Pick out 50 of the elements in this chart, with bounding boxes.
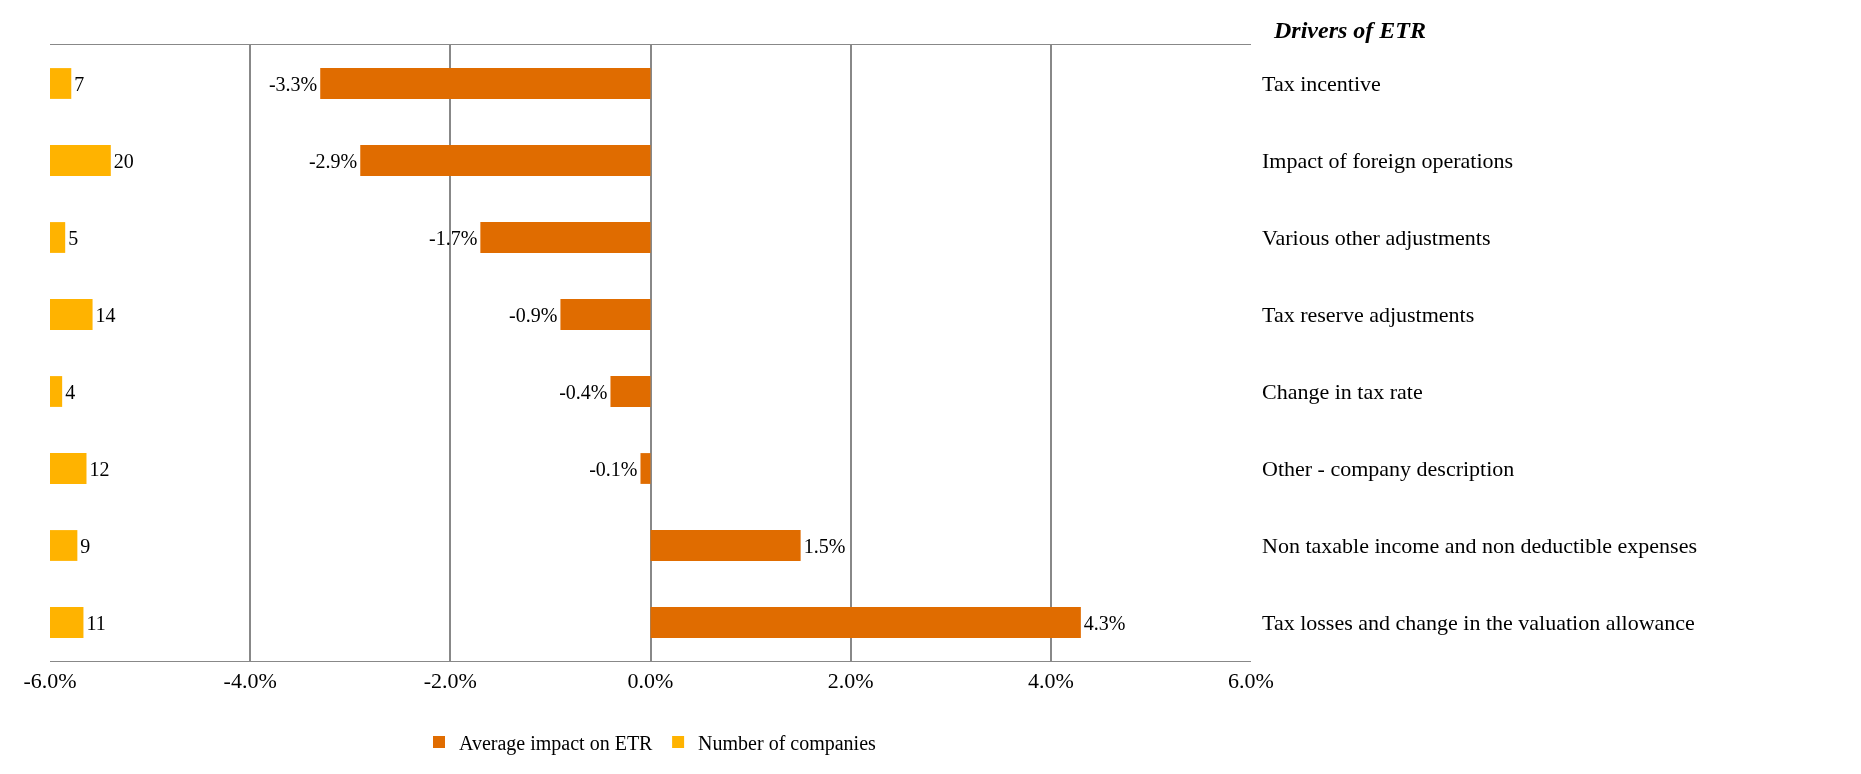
bar: [50, 222, 66, 253]
data-label: 9: [80, 534, 91, 557]
y-tick-label: Various other adjustments: [1262, 225, 1491, 251]
x-tick-label: 0.0%: [627, 668, 674, 694]
data-label: -2.9%: [308, 149, 358, 172]
y-tick-label: Other - company description: [1262, 456, 1515, 482]
bar: [650, 530, 801, 561]
x-tick-label: -4.0%: [223, 668, 277, 694]
bar: [610, 376, 651, 407]
y-tick-label: Change in tax rate: [1262, 379, 1423, 405]
data-label: 20: [113, 149, 134, 172]
y-tick-label: Non taxable income and non deductible expenses: [1262, 533, 1697, 559]
legend-label: Number of companies: [698, 731, 877, 755]
legend-label: Average impact on ETR: [459, 731, 654, 755]
data-label: -0.9%: [509, 303, 558, 326]
data-label: 14: [95, 303, 116, 326]
bar: [560, 299, 651, 330]
bar: [320, 68, 651, 99]
data-label: -1.7%: [429, 226, 478, 249]
data-label: 7: [74, 72, 85, 95]
bar: [360, 145, 651, 176]
bar: [50, 145, 111, 176]
data-label: -3.3%: [268, 72, 318, 95]
y-axis-title: Drivers of ETR: [1273, 17, 1426, 43]
y-tick-label: Tax losses and change in the valuation allowance: [1262, 610, 1695, 636]
bar: [50, 68, 72, 99]
x-tick-label: -6.0%: [23, 668, 77, 694]
bar: [50, 453, 87, 484]
x-tick-label: 2.0%: [827, 668, 874, 694]
x-tick-label: 4.0%: [1027, 668, 1074, 694]
bar: [480, 222, 651, 253]
bar: [50, 376, 63, 407]
data-label: -0.4%: [559, 380, 608, 403]
bar: [50, 299, 93, 330]
y-tick-label: Impact of foreign operations: [1262, 148, 1514, 174]
data-label: 4.3%: [1083, 611, 1126, 634]
data-label: 1.5%: [803, 534, 846, 557]
bar: [50, 530, 78, 561]
data-label: 12: [89, 457, 110, 480]
x-tick-label: -2.0%: [423, 668, 477, 694]
data-label: 4: [65, 380, 76, 403]
data-label: 5: [68, 226, 79, 249]
bar: [650, 607, 1081, 638]
bar: [50, 607, 84, 638]
bar: [640, 453, 651, 484]
data-label: -0.1%: [589, 457, 638, 480]
y-tick-label: Tax reserve adjustments: [1262, 302, 1475, 328]
y-tick-label: Tax incentive: [1262, 71, 1381, 97]
data-label: 11: [86, 611, 106, 634]
x-tick-label: 6.0%: [1228, 668, 1274, 694]
